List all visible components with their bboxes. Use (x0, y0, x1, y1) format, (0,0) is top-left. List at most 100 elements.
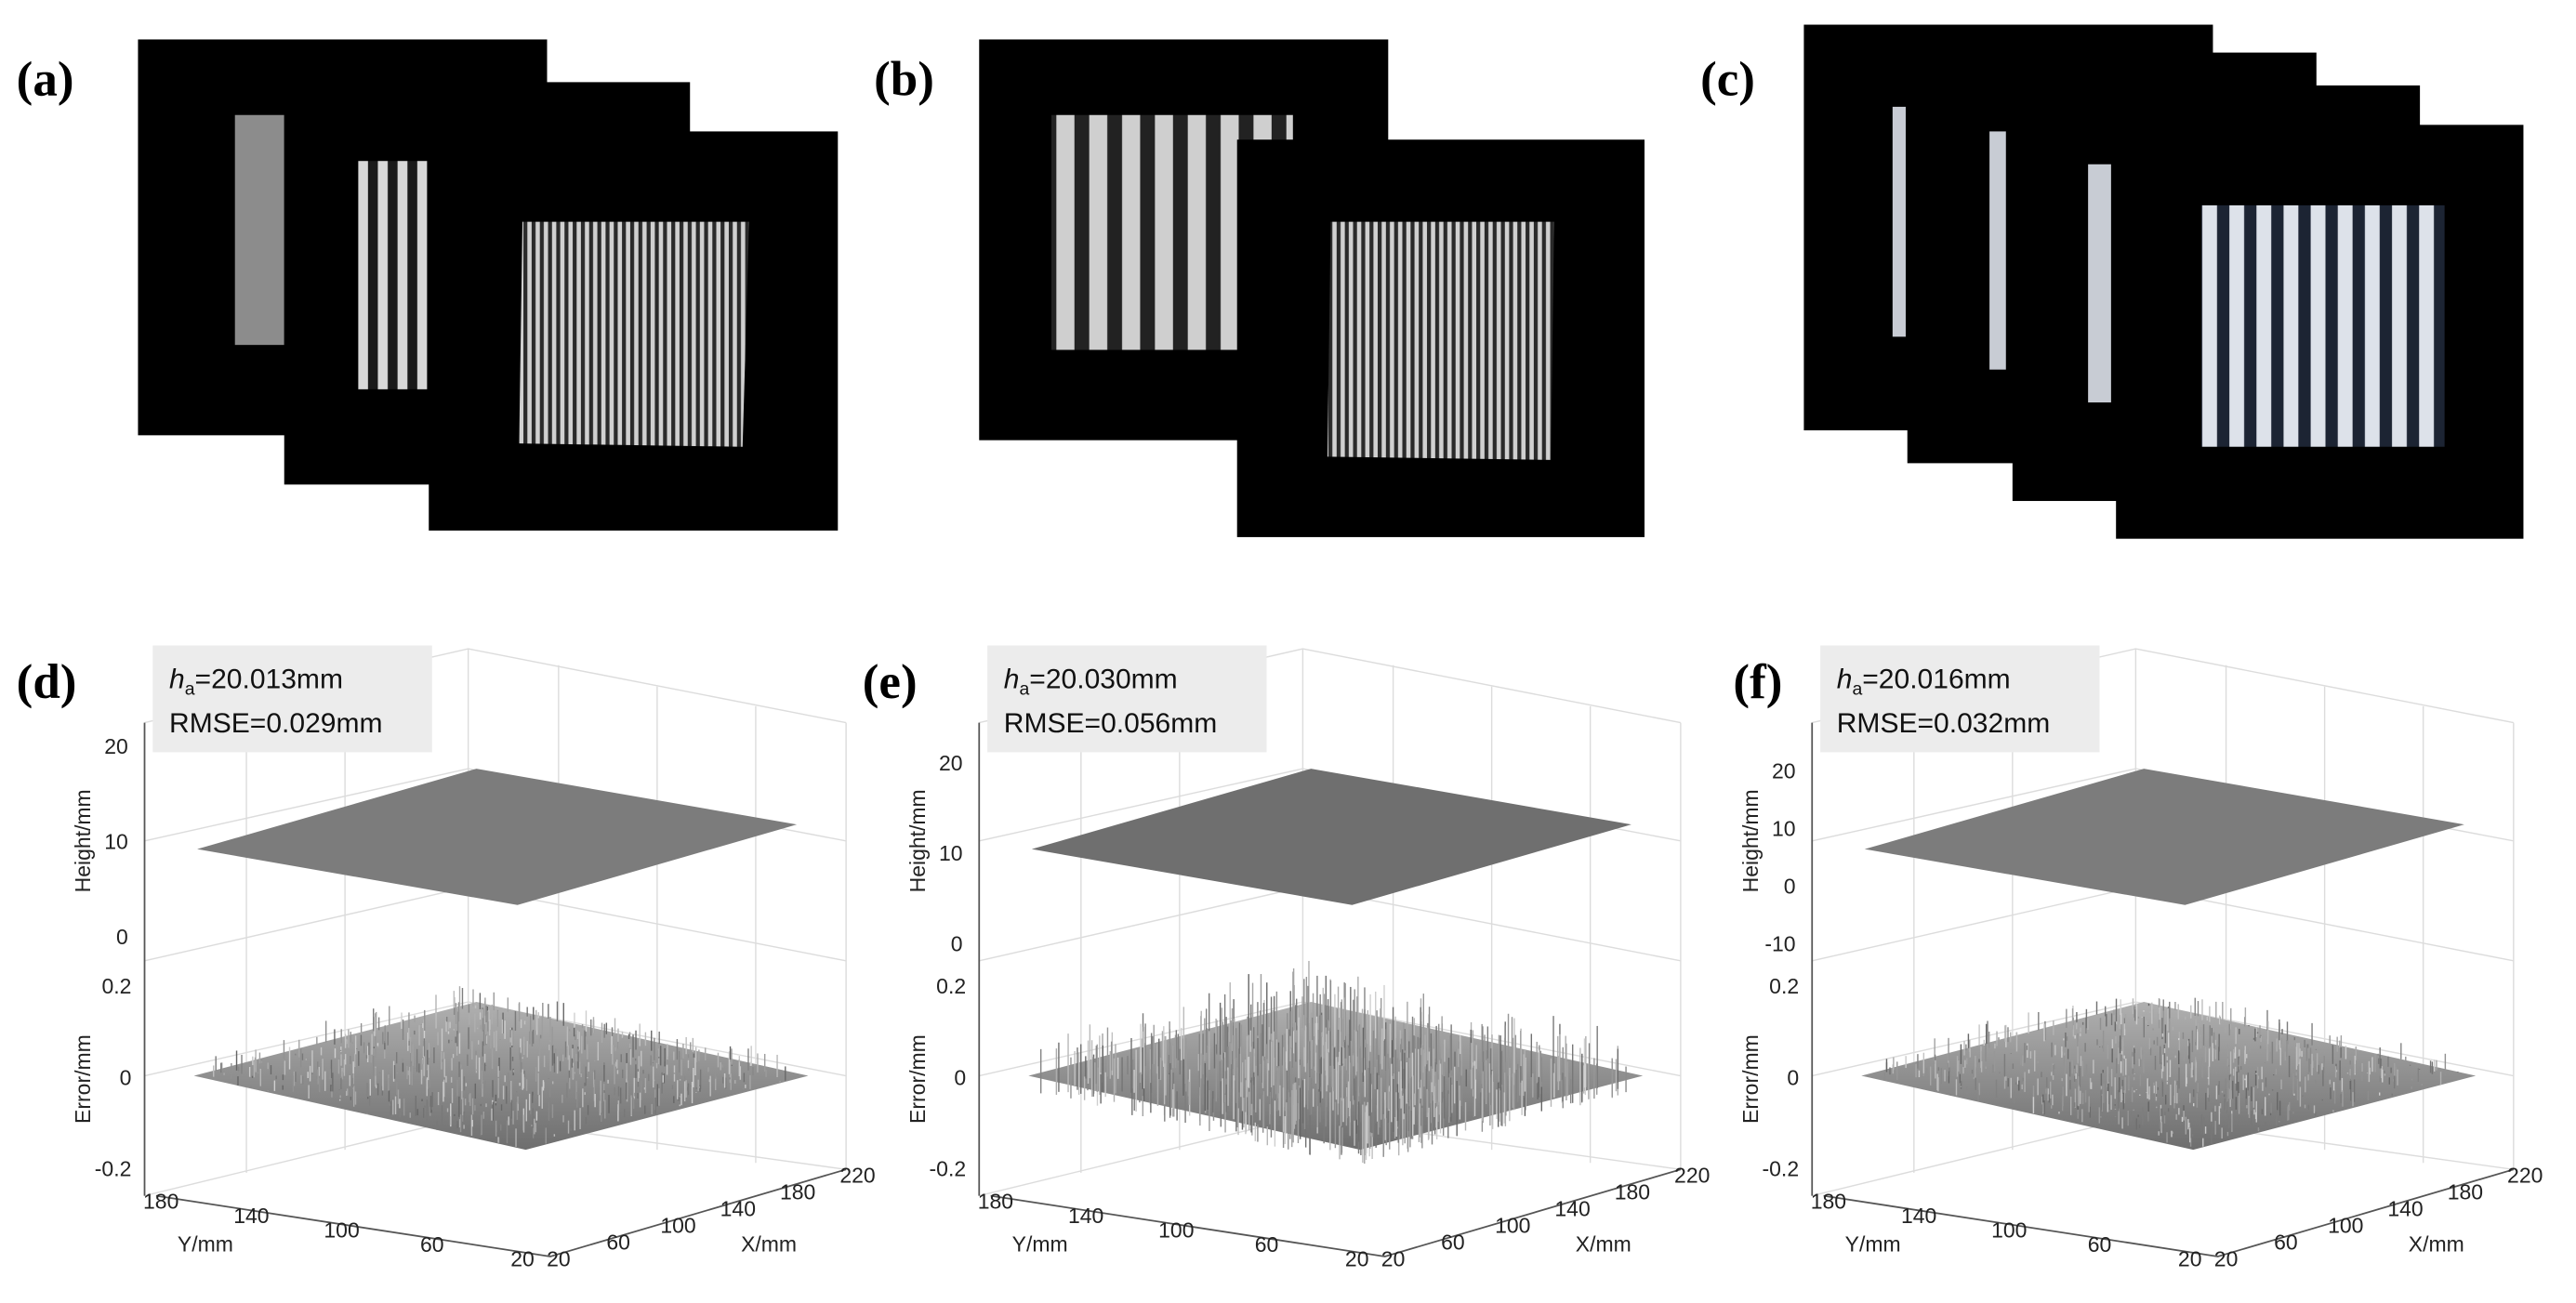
error-axis-title: Error/mm (71, 1034, 95, 1124)
surface-plot: (d) ha=20.013mmRMSE=0.029mm20100Height/mm… (17, 645, 876, 1271)
error-tick-label: 0 (120, 1065, 132, 1089)
surface-plot: (e) ha=20.030mmRMSE=0.056mm20100Height/mm… (863, 645, 1710, 1271)
x-tick-label: 20 (2214, 1247, 2239, 1271)
error-tick-label: -0.2 (930, 1156, 967, 1180)
x-tick-label: 20 (1381, 1247, 1406, 1271)
height-tick-label: 10 (1772, 817, 1796, 841)
subscript: a (185, 679, 195, 700)
annotation-rmse: RMSE=0.029mm (169, 708, 383, 739)
annotation-box (152, 645, 432, 753)
height-surface (197, 769, 798, 905)
annotation-height: ha=20.013mm (169, 664, 343, 699)
x-axis-title: X/mm (2409, 1232, 2464, 1257)
subscript: a (1019, 679, 1029, 700)
error-axis-title: Error/mm (905, 1034, 930, 1124)
height-text: =20.016mm (1862, 664, 2010, 694)
y-tick-label: 180 (143, 1190, 178, 1214)
image-panel-a (138, 39, 839, 531)
symbol: h (1004, 664, 1020, 694)
x-axis-title: X/mm (741, 1232, 797, 1257)
y-tick-label: 140 (233, 1204, 269, 1228)
subscript: a (1852, 679, 1862, 700)
height-tick-label: 0 (951, 931, 963, 955)
x-tick-label: 220 (1674, 1163, 1710, 1187)
height-surface (1031, 769, 1631, 905)
error-tick-label: 0.2 (101, 974, 131, 998)
panel-label: (c) (1700, 53, 1755, 107)
annotation-box (1820, 645, 2100, 753)
error-axis-title: Error/mm (1738, 1034, 1763, 1124)
annotation-rmse: RMSE=0.032mm (1837, 708, 2051, 739)
grid-line (1812, 1001, 2514, 1077)
x-tick-label: 220 (2507, 1163, 2543, 1187)
x-tick-label: 100 (2328, 1214, 2363, 1238)
panel-label: (e) (863, 655, 918, 709)
error-tick-label: 0 (1787, 1065, 1799, 1089)
x-tick-label: 60 (1441, 1231, 1465, 1255)
error-tick-label: 0.2 (936, 974, 966, 998)
height-tick-label: 20 (104, 734, 128, 758)
y-axis-title: Y/mm (1845, 1232, 1901, 1257)
axis-line (155, 1168, 847, 1257)
x-tick-label: 140 (2387, 1196, 2423, 1220)
panel-label: (d) (17, 655, 77, 709)
axis-line (1823, 1168, 2515, 1257)
height-surface (1864, 769, 2464, 905)
x-tick-label: 180 (2448, 1179, 2483, 1204)
height-tick-label: 10 (104, 830, 128, 854)
x-tick-label: 100 (660, 1214, 695, 1238)
y-tick-label: 20 (2178, 1247, 2202, 1271)
y-axis-title: Y/mm (1012, 1232, 1068, 1257)
y-tick-label: 100 (1991, 1218, 2027, 1243)
annotation-height: ha=20.016mm (1837, 664, 2011, 699)
height-tick-label: 0 (1784, 874, 1796, 898)
axis-line (990, 1168, 1682, 1257)
height-tick-label: 20 (939, 751, 963, 775)
y-tick-label: 60 (2088, 1232, 2112, 1257)
y-tick-label: 20 (510, 1247, 535, 1271)
y-tick-label: 20 (1345, 1247, 1369, 1271)
height-tick-label: -10 (1764, 931, 1795, 955)
y-tick-label: 100 (1158, 1218, 1194, 1243)
x-tick-label: 180 (1615, 1179, 1650, 1204)
error-tick-label: 0 (954, 1065, 966, 1089)
y-tick-label: 140 (1068, 1204, 1103, 1228)
y-tick-label: 180 (1811, 1190, 1846, 1214)
image-panel-b (979, 39, 1645, 537)
x-tick-label: 140 (1554, 1196, 1590, 1220)
error-tick-label: -0.2 (95, 1156, 132, 1180)
y-tick-label: 140 (1901, 1204, 1936, 1228)
height-text: =20.030mm (1029, 664, 1177, 694)
y-tick-label: 60 (1255, 1232, 1279, 1257)
surface-plot: (f) ha=20.016mmRMSE=0.032mm20100-10Height… (1733, 645, 2543, 1271)
y-tick-label: 180 (978, 1190, 1013, 1214)
height-tick-label: 20 (1772, 759, 1796, 783)
symbol: h (169, 664, 185, 694)
x-axis-title: X/mm (1576, 1232, 1631, 1257)
x-tick-label: 220 (839, 1163, 875, 1187)
x-tick-label: 60 (606, 1231, 630, 1255)
y-tick-label: 60 (420, 1232, 444, 1257)
annotation-height: ha=20.030mm (1004, 664, 1178, 699)
error-tick-label: 0.2 (1769, 974, 1799, 998)
symbol: h (1837, 664, 1853, 694)
image-panel-c (1803, 24, 2524, 539)
x-tick-label: 180 (780, 1179, 815, 1204)
panel-label: (f) (1733, 655, 1782, 709)
x-tick-label: 60 (2274, 1231, 2298, 1255)
height-tick-label: 0 (116, 925, 128, 949)
annotation-rmse: RMSE=0.056mm (1004, 708, 1218, 739)
y-axis-title: Y/mm (178, 1232, 233, 1257)
annotation-box (987, 645, 1267, 753)
error-surface (1861, 1002, 2477, 1151)
panel-label: (a) (17, 53, 74, 107)
x-tick-label: 20 (547, 1247, 571, 1271)
height-tick-label: 10 (939, 841, 963, 865)
height-text: =20.013mm (195, 664, 343, 694)
height-axis-title: Height/mm (905, 789, 930, 892)
error-tick-label: -0.2 (1763, 1156, 1800, 1180)
height-axis-title: Height/mm (1738, 789, 1763, 892)
y-tick-label: 100 (324, 1218, 359, 1243)
